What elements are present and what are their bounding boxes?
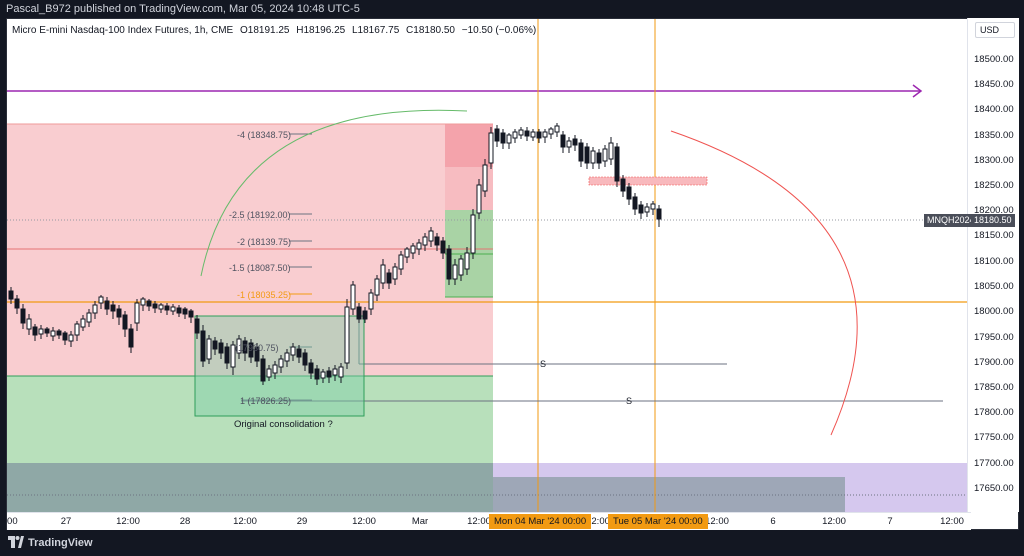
symbol-tag: MNQH2024	[924, 214, 978, 227]
chart-drawing[interactable]	[7, 19, 1019, 530]
legend-change: −10.50 (−0.06%)	[461, 25, 537, 36]
legend-close: C18180.50	[406, 25, 455, 36]
legend-low: L18167.75	[351, 25, 400, 36]
time-tick: :00	[4, 516, 18, 527]
price-tick: 17750.00	[974, 432, 1014, 443]
footer-bar: TradingView	[0, 530, 1024, 556]
price-tick: 18450.00	[974, 79, 1014, 90]
time-axis[interactable]: :00 27 12:00 28 12:00 29 12:00 Mar 12:00…	[4, 512, 971, 530]
fib-label-neg4: -4 (18348.75)	[237, 130, 292, 140]
price-tick: 17850.00	[974, 382, 1014, 393]
brand-name[interactable]: TradingView	[28, 537, 93, 549]
price-tick: 17950.00	[974, 332, 1014, 343]
chart-pane[interactable]: -4 (18348.75) -2.5 (18192.00) -2 (18139.…	[6, 18, 1019, 530]
tradingview-logo-icon[interactable]	[8, 536, 24, 548]
price-tick: 18250.00	[974, 180, 1014, 191]
fib-label-neg2: -2 (18139.75)	[237, 237, 292, 247]
price-tick: 18050.00	[974, 281, 1014, 292]
gray-zone-left[interactable]	[7, 463, 493, 513]
time-tick: 12:00	[586, 516, 610, 527]
time-badge-tue: Tue 05 Mar '24 00:00	[608, 514, 708, 529]
time-tick: 12:00	[940, 516, 964, 527]
green-arc[interactable]	[200, 109, 468, 277]
price-tick: 17700.00	[974, 458, 1014, 469]
fib-label-neg1: -1 (18035.25)	[237, 290, 292, 300]
red-arc[interactable]	[670, 130, 858, 436]
price-tick: 18000.00	[974, 306, 1014, 317]
time-tick: 12:00	[233, 516, 257, 527]
published-info: Pascal_B972 published on TradingView.com…	[6, 3, 360, 15]
price-tick: 18100.00	[974, 256, 1014, 267]
candles[interactable]	[8, 123, 662, 385]
legend-title[interactable]: Micro E-mini Nasdaq-100 Index Futures, 1…	[12, 25, 234, 36]
price-tick: 18350.00	[974, 130, 1014, 141]
currency-selector[interactable]: USD	[975, 22, 1015, 38]
price-tick: 17900.00	[974, 357, 1014, 368]
price-axis[interactable]: USD 18500.00 18450.00 18400.00 18350.00 …	[967, 18, 1019, 512]
time-tick: 27	[60, 516, 72, 527]
gray-zone-right[interactable]	[493, 477, 845, 513]
resistance-box[interactable]	[588, 176, 708, 186]
price-tick: 18500.00	[974, 54, 1014, 65]
current-price-tag: 18180.50	[971, 214, 1015, 227]
price-tick: 18150.00	[974, 230, 1014, 241]
price-tick: 18200.00	[974, 205, 1014, 216]
consolidation-label: Original consolidation ?	[234, 419, 333, 430]
time-tick: 6	[770, 516, 776, 527]
s-marker-2[interactable]: S	[626, 396, 633, 406]
time-tick: Mar	[411, 516, 429, 527]
stop-zone[interactable]	[445, 124, 493, 167]
price-tick: 18400.00	[974, 104, 1014, 115]
legend-high: H18196.25	[296, 25, 346, 36]
fib-label-neg2-5: -2.5 (18192.00)	[229, 210, 291, 220]
time-badge-mon: Mon 04 Mar '24 00:00	[489, 514, 592, 529]
fib-label-neg1-5: -1.5 (18087.50)	[229, 263, 291, 273]
publisher-bar: Pascal_B972 published on TradingView.com…	[0, 0, 1024, 18]
time-tick: 12:00	[822, 516, 846, 527]
time-tick: 29	[296, 516, 308, 527]
price-tick: 17800.00	[974, 407, 1014, 418]
price-tick: 17650.00	[974, 483, 1014, 494]
legend-open: O18191.25	[239, 25, 290, 36]
time-tick: 12:00	[467, 516, 491, 527]
green-zone[interactable]	[7, 376, 493, 463]
time-tick: 28	[179, 516, 191, 527]
fib-label-1: 1 (17826.25)	[240, 396, 292, 406]
time-tick: 7	[887, 516, 893, 527]
time-tick: 12:00	[705, 516, 729, 527]
symbol-legend[interactable]: Micro E-mini Nasdaq-100 Index Futures, 1…	[12, 25, 540, 36]
fib-label-0: (17930.75)	[235, 343, 279, 353]
time-tick: 12:00	[352, 516, 376, 527]
price-tick: 18300.00	[974, 155, 1014, 166]
s-marker-1[interactable]: S	[540, 359, 547, 369]
time-tick: 12:00	[116, 516, 140, 527]
